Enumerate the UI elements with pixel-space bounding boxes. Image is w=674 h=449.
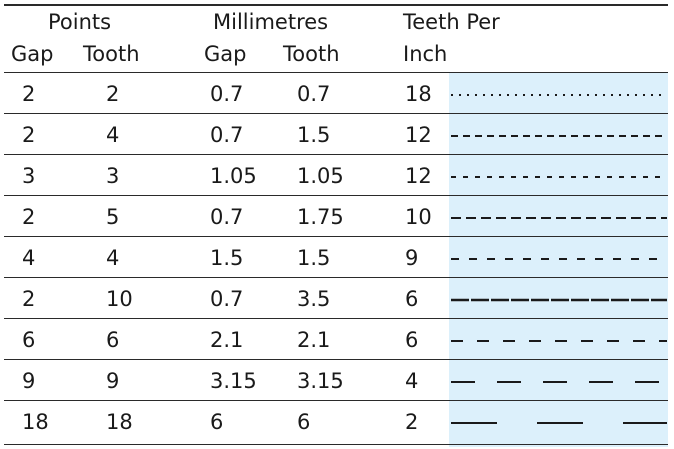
perforation-sample-line	[451, 421, 667, 425]
mm-gap-cell: 0.7	[210, 205, 244, 229]
perforation-sample-line	[451, 339, 667, 343]
header-millimetres: Millimetres	[213, 10, 329, 34]
mm-tooth-cell: 1.5	[297, 123, 331, 147]
points-tooth-cell: 18	[106, 410, 133, 434]
tpi-cell: 9	[405, 246, 419, 270]
mm-tooth-cell: 3.15	[297, 369, 344, 393]
table-row: 4 4 1.5 1.5 9	[0, 238, 674, 279]
row-rule	[4, 72, 668, 73]
perforation-sample-line	[451, 257, 667, 261]
mm-tooth-cell: 1.5	[297, 246, 331, 270]
header-teeth-per: Teeth Per	[403, 10, 500, 34]
points-tooth-cell: 4	[106, 123, 120, 147]
table-row: 2 10 0.7 3.5 6	[0, 279, 674, 320]
points-gap-cell: 2	[22, 123, 36, 147]
points-gap-cell: 6	[22, 328, 36, 352]
mm-gap-cell: 1.5	[210, 246, 244, 270]
mm-tooth-cell: 2.1	[297, 328, 331, 352]
mm-tooth-cell: 3.5	[297, 287, 331, 311]
header-gap-mm: Gap	[204, 42, 247, 66]
points-gap-cell: 2	[22, 205, 36, 229]
row-rule	[4, 444, 668, 445]
mm-tooth-cell: 1.05	[297, 164, 344, 188]
points-gap-cell: 4	[22, 246, 36, 270]
mm-gap-cell: 3.15	[210, 369, 257, 393]
row-rule	[4, 318, 668, 319]
tpi-cell: 4	[405, 369, 419, 393]
mm-gap-cell: 6	[210, 410, 224, 434]
mm-tooth-cell: 0.7	[297, 82, 331, 106]
row-rule	[4, 277, 668, 278]
row-rule	[4, 195, 668, 196]
table-row: 3 3 1.05 1.05 12	[0, 156, 674, 197]
perforation-sample-line	[451, 134, 667, 138]
mm-gap-cell: 0.7	[210, 123, 244, 147]
header-gap: Gap	[11, 42, 54, 66]
table-row: 2 2 0.7 0.7 18	[0, 74, 674, 115]
points-gap-cell: 18	[22, 410, 49, 434]
perforation-sample-line	[451, 93, 667, 97]
perforation-sample-line	[451, 298, 667, 302]
table-top-rule	[4, 4, 668, 6]
header-points: Points	[48, 10, 112, 34]
points-gap-cell: 3	[22, 164, 36, 188]
mm-tooth-cell: 6	[297, 410, 311, 434]
row-rule	[4, 154, 668, 155]
mm-gap-cell: 0.7	[210, 82, 244, 106]
row-rule	[4, 400, 668, 401]
tpi-cell: 2	[405, 410, 419, 434]
points-gap-cell: 2	[22, 82, 36, 106]
points-tooth-cell: 2	[106, 82, 120, 106]
table-row: 6 6 2.1 2.1 6	[0, 320, 674, 361]
table-row: 9 9 3.15 3.15 4	[0, 361, 674, 402]
header-tooth: Tooth	[83, 42, 140, 66]
perforation-sample-line	[451, 380, 667, 384]
table-row: 2 4 0.7 1.5 12	[0, 115, 674, 156]
tpi-cell: 6	[405, 328, 419, 352]
mm-gap-cell: 2.1	[210, 328, 244, 352]
row-rule	[4, 113, 668, 114]
table-row: 2 5 0.7 1.75 10	[0, 197, 674, 238]
row-rule	[4, 359, 668, 360]
points-gap-cell: 2	[22, 287, 36, 311]
perforation-sample-line	[451, 216, 667, 220]
perforation-sample-line	[451, 175, 667, 179]
tpi-cell: 12	[405, 164, 432, 188]
mm-tooth-cell: 1.75	[297, 205, 344, 229]
header-inch: Inch	[403, 42, 448, 66]
mm-gap-cell: 1.05	[210, 164, 257, 188]
mm-gap-cell: 0.7	[210, 287, 244, 311]
row-rule	[4, 236, 668, 237]
points-tooth-cell: 9	[106, 369, 120, 393]
points-tooth-cell: 4	[106, 246, 120, 270]
points-tooth-cell: 3	[106, 164, 120, 188]
tpi-cell: 10	[405, 205, 432, 229]
tpi-cell: 6	[405, 287, 419, 311]
points-tooth-cell: 10	[106, 287, 133, 311]
tpi-cell: 12	[405, 123, 432, 147]
points-tooth-cell: 6	[106, 328, 120, 352]
header-tooth-mm: Tooth	[283, 42, 340, 66]
table-row: 18 18 6 6 2	[0, 402, 674, 443]
tpi-cell: 18	[405, 82, 432, 106]
points-gap-cell: 9	[22, 369, 36, 393]
points-tooth-cell: 5	[106, 205, 120, 229]
